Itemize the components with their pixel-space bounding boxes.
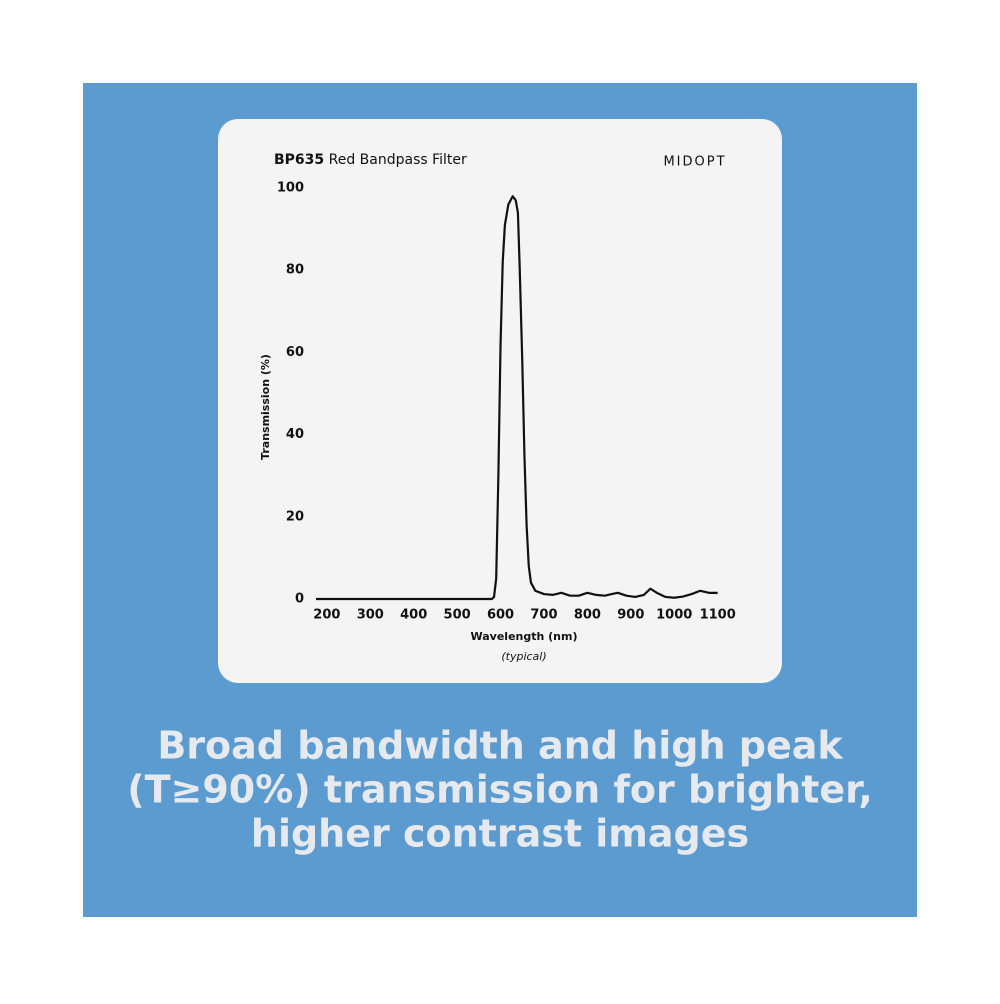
x-axis-label: Wavelength (nm) xyxy=(471,630,578,643)
x-tick-label: 700 xyxy=(530,608,557,623)
y-tick-label: 40 xyxy=(286,427,304,442)
title-text: Red Bandpass Filter xyxy=(329,152,467,168)
x-tick-label: 800 xyxy=(574,608,601,623)
x-tick-label: 200 xyxy=(313,608,340,623)
x-tick-label: 400 xyxy=(400,608,427,623)
title-code: BP635 xyxy=(274,152,324,168)
x-tick-label: 300 xyxy=(357,608,384,623)
y-tick-label: 60 xyxy=(286,345,304,360)
caption-line: Broad bandwidth and high peak xyxy=(157,724,843,768)
x-axis-note: (typical) xyxy=(501,650,546,663)
x-tick-label: 600 xyxy=(487,608,514,623)
chart-title: BP635 Red Bandpass Filter xyxy=(274,152,467,168)
x-tick-label: 1000 xyxy=(656,608,692,623)
y-tick-label: 20 xyxy=(286,509,304,524)
y-axis-label: Transmission (%) xyxy=(259,354,272,460)
x-tick-label: 500 xyxy=(444,608,471,623)
y-tick-label: 80 xyxy=(286,263,304,278)
y-tick-label: 100 xyxy=(277,181,304,196)
y-tick-label: 0 xyxy=(295,592,304,607)
caption-line: (T≥90%) transmission for brighter, xyxy=(127,768,873,812)
logo: MIDOPT xyxy=(663,155,726,170)
series-line xyxy=(316,195,718,601)
x-tick-label: 1100 xyxy=(700,608,736,623)
x-tick-label: 900 xyxy=(617,608,644,623)
caption-line: higher contrast images xyxy=(251,812,749,856)
